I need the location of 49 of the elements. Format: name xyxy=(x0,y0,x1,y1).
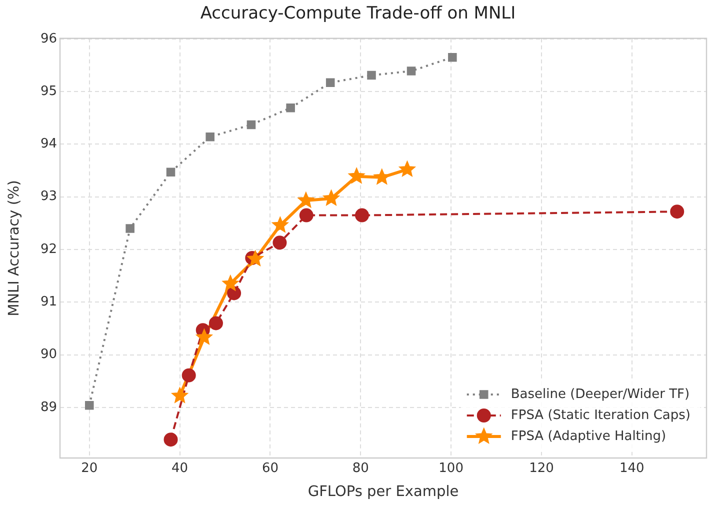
legend-label: FPSA (Adaptive Halting) xyxy=(510,428,666,444)
point xyxy=(247,250,264,266)
legend-label: FPSA (Static Iteration Caps) xyxy=(510,408,691,423)
y-tick-label: 96 xyxy=(40,31,57,46)
point xyxy=(246,120,256,130)
point xyxy=(326,78,335,88)
x-tick-label: 140 xyxy=(619,461,644,476)
x-tick-label: 20 xyxy=(81,461,98,476)
point xyxy=(172,387,188,403)
point xyxy=(374,168,390,184)
y-tick-label: 93 xyxy=(40,189,57,204)
y-axis-title: MNLI Accuracy (%) xyxy=(6,180,22,316)
y-tick-label: 92 xyxy=(40,242,57,257)
y-tick-label: 90 xyxy=(40,347,57,362)
y-tick-label: 95 xyxy=(40,84,57,99)
point xyxy=(399,160,416,176)
x-tick-label: 120 xyxy=(529,461,554,476)
point xyxy=(206,132,214,142)
point xyxy=(286,104,295,112)
x-axis-title: GFLOPs per Example xyxy=(308,484,459,500)
x-tick-label: 40 xyxy=(172,461,188,476)
x-tick-label: 80 xyxy=(352,461,369,476)
point xyxy=(348,168,365,184)
point xyxy=(272,216,288,232)
chart-title: Accuracy-Compute Trade-off on MNLI xyxy=(200,4,516,24)
point xyxy=(448,52,457,62)
y-tick-label: 91 xyxy=(40,294,57,310)
point xyxy=(166,168,176,177)
point xyxy=(227,286,242,300)
point xyxy=(323,190,340,206)
point xyxy=(208,316,223,330)
point xyxy=(272,236,287,250)
point xyxy=(182,368,196,382)
y-tick-label: 89 xyxy=(40,400,57,415)
point xyxy=(85,400,94,410)
legend-label: Baseline (Deeper/Wider TF) xyxy=(510,386,690,402)
point xyxy=(406,66,416,76)
point xyxy=(126,224,134,233)
point xyxy=(222,275,239,291)
point xyxy=(164,432,178,447)
point xyxy=(367,70,376,80)
x-tick-label: 100 xyxy=(438,461,464,476)
point xyxy=(670,204,684,219)
x-tick-label: 60 xyxy=(262,461,278,476)
point xyxy=(298,192,314,208)
point xyxy=(355,208,369,222)
y-tick-label: 94 xyxy=(40,136,57,152)
point xyxy=(299,208,314,222)
point xyxy=(196,328,212,344)
